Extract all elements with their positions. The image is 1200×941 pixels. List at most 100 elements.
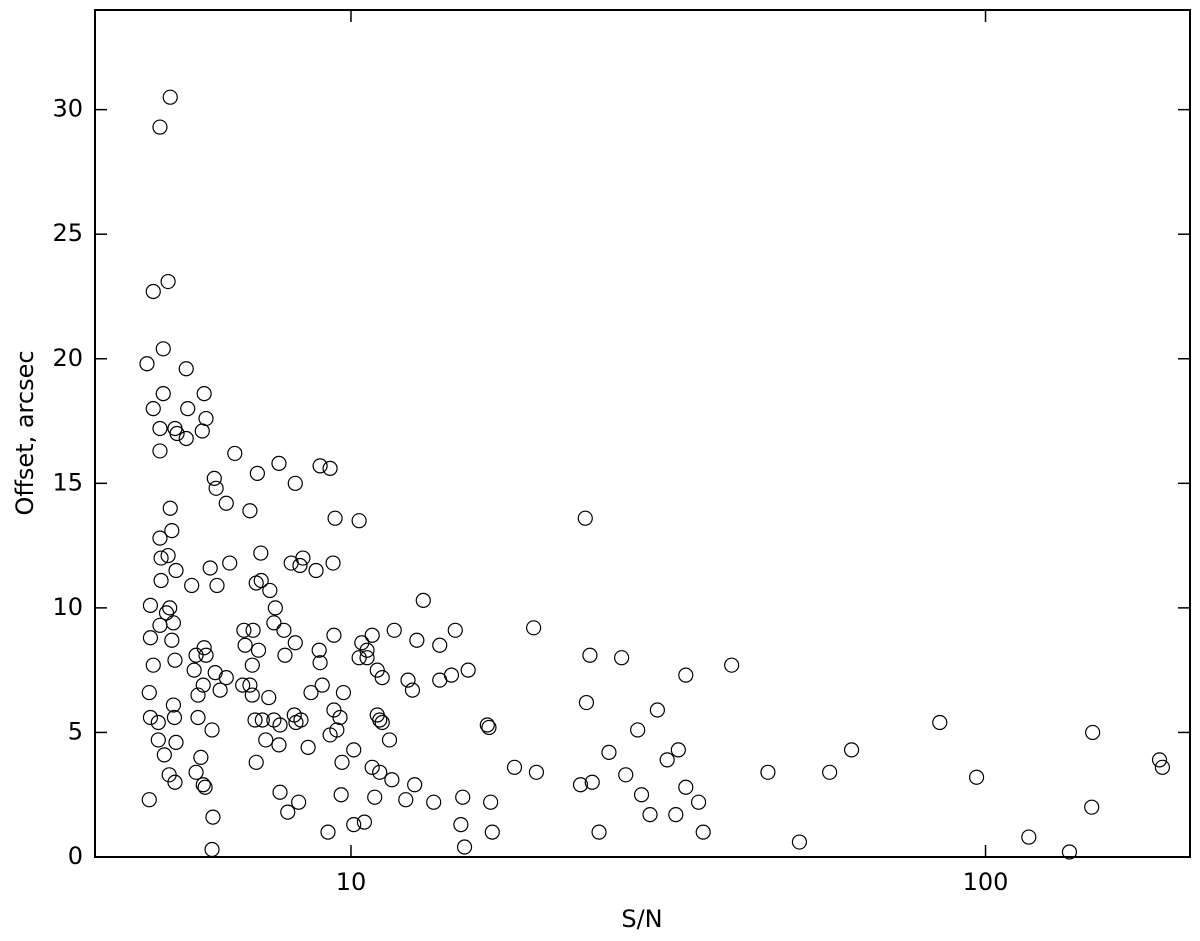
point bbox=[254, 712, 270, 728]
point bbox=[678, 779, 694, 795]
point bbox=[160, 547, 176, 564]
point bbox=[630, 722, 646, 738]
point bbox=[207, 665, 223, 681]
point bbox=[1084, 799, 1100, 815]
point bbox=[153, 572, 169, 589]
point bbox=[322, 460, 338, 476]
point bbox=[202, 560, 218, 576]
y-tick-label: 0 bbox=[68, 842, 83, 870]
point bbox=[164, 632, 180, 648]
point bbox=[649, 702, 665, 718]
point bbox=[145, 657, 161, 673]
point bbox=[386, 622, 402, 638]
point bbox=[141, 684, 157, 701]
point bbox=[351, 650, 367, 666]
point bbox=[227, 445, 243, 462]
point bbox=[333, 787, 349, 803]
point bbox=[356, 814, 373, 830]
point bbox=[266, 615, 282, 631]
point bbox=[212, 682, 228, 698]
point bbox=[291, 794, 307, 810]
point bbox=[242, 503, 258, 519]
point bbox=[292, 557, 308, 574]
point bbox=[481, 719, 497, 736]
point bbox=[483, 794, 499, 810]
point bbox=[162, 600, 178, 616]
point bbox=[506, 759, 523, 775]
point bbox=[145, 283, 161, 300]
point bbox=[404, 682, 421, 698]
point bbox=[582, 647, 598, 663]
point bbox=[141, 792, 157, 808]
point bbox=[193, 749, 209, 765]
plot-frame bbox=[94, 9, 1191, 858]
point bbox=[167, 774, 183, 790]
point bbox=[346, 742, 362, 758]
point bbox=[351, 513, 367, 529]
point bbox=[1021, 829, 1037, 845]
point bbox=[165, 615, 182, 631]
point bbox=[372, 764, 388, 780]
point bbox=[156, 747, 172, 763]
point bbox=[364, 627, 380, 643]
point bbox=[196, 386, 212, 402]
point bbox=[235, 677, 251, 693]
point bbox=[300, 739, 316, 755]
point bbox=[327, 510, 343, 526]
point bbox=[152, 530, 168, 546]
point bbox=[369, 662, 385, 678]
point bbox=[250, 642, 267, 658]
point bbox=[158, 605, 175, 621]
point bbox=[407, 777, 423, 793]
y-tick-label: 20 bbox=[52, 344, 83, 372]
point bbox=[258, 732, 274, 748]
point bbox=[198, 410, 214, 427]
point bbox=[222, 555, 238, 571]
point bbox=[180, 400, 196, 417]
point bbox=[139, 356, 155, 372]
y-tick-label: 25 bbox=[52, 219, 83, 247]
point bbox=[690, 794, 707, 810]
point bbox=[267, 600, 283, 616]
point bbox=[155, 341, 171, 357]
point bbox=[332, 709, 348, 726]
point bbox=[164, 523, 180, 539]
point bbox=[152, 119, 168, 135]
point bbox=[142, 630, 159, 646]
point bbox=[204, 722, 220, 738]
point bbox=[668, 807, 684, 823]
point bbox=[178, 361, 194, 377]
point bbox=[456, 839, 473, 855]
point bbox=[272, 784, 288, 800]
point bbox=[204, 841, 220, 858]
point bbox=[455, 789, 471, 805]
point bbox=[155, 386, 171, 402]
point bbox=[760, 764, 776, 780]
point bbox=[1085, 724, 1101, 741]
point bbox=[242, 677, 258, 693]
point bbox=[320, 824, 336, 840]
point bbox=[205, 809, 221, 825]
point bbox=[724, 657, 740, 673]
point bbox=[169, 425, 185, 442]
point bbox=[188, 647, 204, 663]
point bbox=[398, 792, 414, 808]
point bbox=[591, 824, 607, 840]
point bbox=[1154, 759, 1171, 775]
point bbox=[578, 694, 595, 711]
point bbox=[190, 709, 206, 726]
y-tick-label: 10 bbox=[52, 593, 83, 621]
point bbox=[162, 89, 178, 105]
point bbox=[381, 732, 398, 748]
point bbox=[152, 443, 168, 459]
point bbox=[245, 622, 261, 638]
point bbox=[670, 742, 686, 758]
point bbox=[372, 712, 388, 728]
point bbox=[572, 777, 589, 793]
point bbox=[186, 662, 202, 678]
point bbox=[195, 677, 211, 693]
point bbox=[208, 480, 224, 496]
point bbox=[153, 550, 169, 566]
point bbox=[271, 737, 287, 753]
point bbox=[166, 709, 183, 726]
